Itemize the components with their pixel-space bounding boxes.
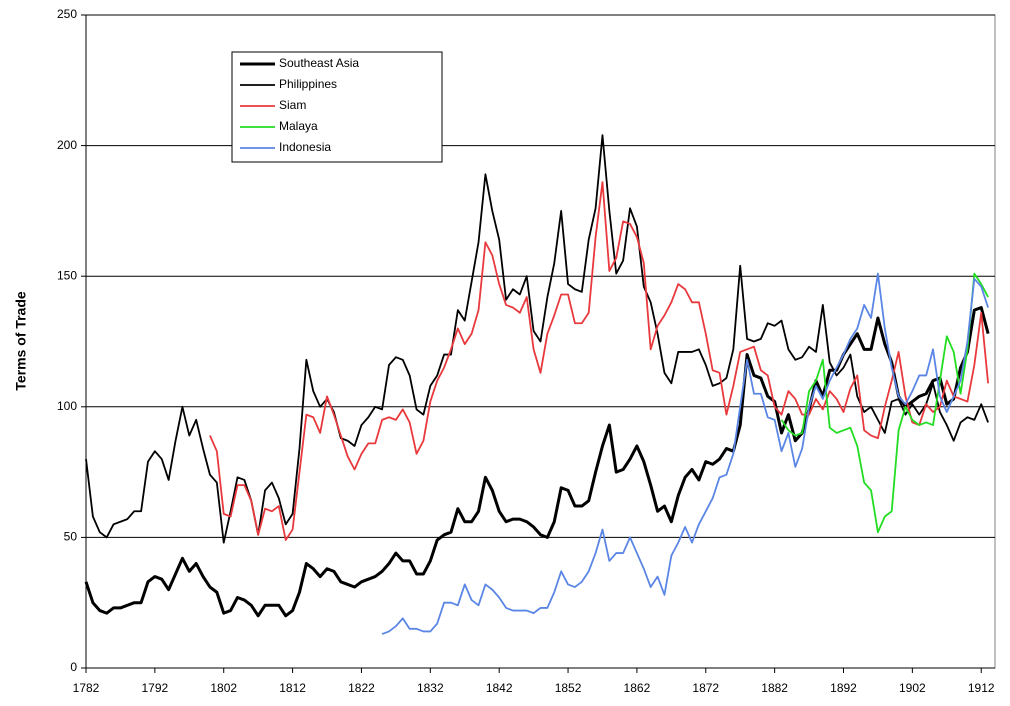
x-tick-label: 1912 <box>968 681 995 695</box>
legend-label: Siam <box>279 98 306 112</box>
x-tick-label: 1782 <box>73 681 100 695</box>
y-tick-label: 0 <box>70 660 77 674</box>
y-tick-label: 100 <box>57 399 77 413</box>
series-line <box>780 272 989 534</box>
y-tick-label: 50 <box>64 530 78 544</box>
series-line <box>381 272 989 635</box>
y-tick-label: 150 <box>57 268 77 282</box>
x-tick-label: 1902 <box>899 681 926 695</box>
y-tick-label: 200 <box>57 138 77 152</box>
x-tick-label: 1832 <box>417 681 444 695</box>
legend-label: Malaya <box>279 119 318 133</box>
legend-label: Indonesia <box>279 140 331 154</box>
legend-label: Southeast Asia <box>279 56 359 70</box>
x-tick-label: 1852 <box>555 681 582 695</box>
y-tick-label: 250 <box>57 7 77 21</box>
series-line <box>84 306 990 618</box>
legend-label: Philippines <box>279 77 337 91</box>
legend-box <box>231 51 443 163</box>
x-tick-label: 1802 <box>210 681 237 695</box>
x-tick-label: 1882 <box>761 681 788 695</box>
series-line <box>85 134 989 544</box>
x-tick-label: 1842 <box>486 681 513 695</box>
x-tick-label: 1892 <box>830 681 857 695</box>
series-line <box>209 181 990 541</box>
x-tick-label: 1812 <box>279 681 306 695</box>
x-tick-label: 1872 <box>692 681 719 695</box>
x-tick-label: 1822 <box>348 681 375 695</box>
x-tick-label: 1792 <box>142 681 169 695</box>
y-axis-label: Terms of Trade <box>13 291 29 391</box>
x-tick-label: 1862 <box>624 681 651 695</box>
